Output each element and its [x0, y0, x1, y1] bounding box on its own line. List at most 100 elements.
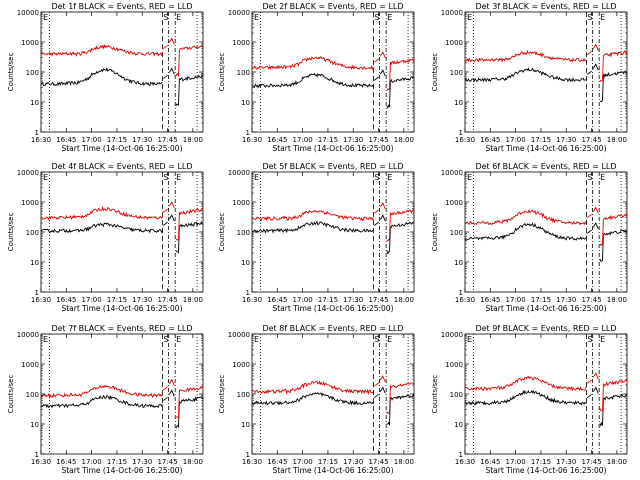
y-tick-label: 1	[246, 129, 250, 137]
y-tick-label: 1	[35, 289, 39, 297]
y-tick-label: 100	[450, 391, 463, 399]
chart-title: Det 4f BLACK = Events, RED = LLD	[51, 162, 192, 171]
y-tick-label: 1	[35, 451, 39, 459]
y-tick-label: 1000	[232, 39, 250, 47]
y-tick-label: 1000	[232, 361, 250, 369]
plot-frame	[40, 333, 204, 455]
e-marker-label: E	[254, 335, 259, 344]
s-marker-label: S	[587, 335, 592, 344]
e-marker-label: E	[387, 13, 392, 22]
x-tick-label: 17:15	[318, 458, 338, 466]
x-axis-label: Start Time (14-Oct-06 16:25:00)	[61, 144, 182, 153]
e-marker-label: E	[467, 13, 472, 22]
x-tick-label: 16:30	[31, 296, 51, 304]
y-tick-label: 10	[30, 99, 39, 107]
y-tick-label: 10000	[17, 331, 39, 339]
x-tick-label: 16:45	[56, 458, 76, 466]
x-tick-label: 17:30	[556, 296, 576, 304]
y-tick-label: 10000	[441, 169, 463, 177]
s-marker-label: S	[163, 173, 168, 182]
x-tick-label: 17:45	[581, 136, 601, 144]
s-marker-label: S	[163, 13, 168, 22]
chart-title: Det 7f BLACK = Events, RED = LLD	[51, 324, 192, 333]
s-marker-label: S	[374, 13, 379, 22]
x-tick-label: 18:00	[183, 136, 203, 144]
x-tick-label: 17:45	[368, 458, 388, 466]
y-tick-label: 10	[241, 421, 250, 429]
x-tick-label: 17:45	[581, 458, 601, 466]
y-tick-label: 1	[459, 129, 463, 137]
series-line-lld	[251, 202, 415, 242]
y-tick-label: 10000	[17, 9, 39, 17]
series-line-lld	[40, 37, 204, 77]
x-tick-label: 17:00	[82, 458, 102, 466]
y-axis-label: Counts/sec	[7, 53, 15, 92]
e-marker-label: E	[43, 335, 48, 344]
e-marker-label: E	[254, 173, 259, 182]
y-tick-label: 1000	[445, 361, 463, 369]
x-tick-label: 17:00	[506, 458, 526, 466]
y-tick-label: 1000	[21, 361, 39, 369]
y-tick-label: 10000	[17, 169, 39, 177]
s-marker-label: S	[587, 173, 592, 182]
x-tick-label: 16:45	[56, 296, 76, 304]
y-tick-label: 10000	[228, 9, 250, 17]
x-axis-label: Start Time (14-Oct-06 16:25:00)	[485, 304, 606, 313]
y-tick-label: 100	[237, 69, 250, 77]
y-tick-label: 10000	[228, 169, 250, 177]
x-tick-label: 17:30	[556, 458, 576, 466]
x-tick-label: 16:30	[242, 296, 262, 304]
x-tick-label: 17:00	[293, 136, 313, 144]
x-tick-label: 17:45	[157, 136, 177, 144]
y-tick-label: 1	[459, 451, 463, 459]
y-tick-label: 100	[237, 229, 250, 237]
x-tick-label: 17:00	[506, 296, 526, 304]
y-tick-label: 1	[246, 451, 250, 459]
x-tick-label: 18:00	[183, 458, 203, 466]
x-tick-label: 17:00	[293, 296, 313, 304]
y-tick-label: 1000	[445, 39, 463, 47]
x-tick-label: 16:45	[56, 136, 76, 144]
y-tick-label: 1	[35, 129, 39, 137]
s-marker-label: S	[587, 13, 592, 22]
x-tick-label: 16:45	[267, 296, 287, 304]
x-tick-label: 17:30	[132, 136, 152, 144]
x-axis-label: Start Time (14-Oct-06 16:25:00)	[61, 304, 182, 313]
x-tick-label: 17:00	[82, 296, 102, 304]
series-line-events	[251, 386, 415, 426]
x-tick-label: 18:00	[607, 136, 627, 144]
x-tick-label: 17:15	[318, 296, 338, 304]
s-marker-label: S	[374, 335, 379, 344]
y-tick-label: 1000	[445, 199, 463, 207]
y-tick-label: 1000	[21, 39, 39, 47]
e-marker-label: E	[467, 335, 472, 344]
e-marker-label: E	[254, 13, 259, 22]
e-marker-label: E	[43, 13, 48, 22]
series-line-events	[251, 214, 415, 255]
chart-title: Det 9f BLACK = Events, RED = LLD	[475, 324, 616, 333]
y-tick-label: 10000	[228, 331, 250, 339]
x-tick-label: 17:15	[107, 458, 127, 466]
y-axis-label: Counts/sec	[7, 213, 15, 252]
chart-panel-3: Det 3f BLACK = Events, RED = LLD 1 10 100 10…	[431, 2, 628, 153]
x-tick-label: 16:30	[242, 136, 262, 144]
y-axis-label: Counts/sec	[218, 375, 226, 414]
series-line-lld	[251, 375, 415, 416]
y-tick-label: 10000	[441, 9, 463, 17]
x-tick-label: 17:30	[343, 136, 363, 144]
series-line-lld	[464, 206, 628, 246]
x-tick-label: 17:30	[132, 458, 152, 466]
y-axis-label: Counts/sec	[431, 53, 439, 92]
e-marker-label: E	[387, 335, 392, 344]
x-tick-label: 18:00	[394, 136, 414, 144]
y-tick-label: 1000	[21, 199, 39, 207]
e-marker-label: E	[43, 173, 48, 182]
x-tick-label: 17:15	[531, 296, 551, 304]
x-tick-label: 16:30	[455, 296, 475, 304]
chart-title: Det 5f BLACK = Events, RED = LLD	[262, 162, 403, 171]
chart-panel-6: Det 6f BLACK = Events, RED = LLD 1 10 100 10…	[431, 162, 628, 313]
y-tick-label: 1000	[232, 199, 250, 207]
y-tick-label: 1	[246, 289, 250, 297]
series-line-events	[251, 69, 415, 110]
x-axis-label: Start Time (14-Oct-06 16:25:00)	[485, 466, 606, 475]
